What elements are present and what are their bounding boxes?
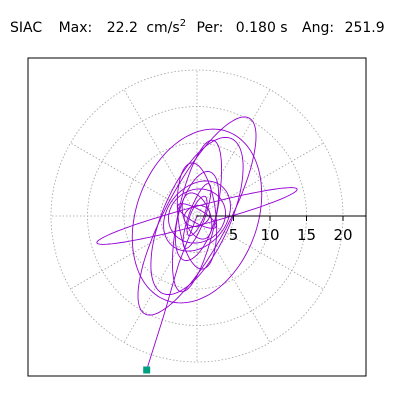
trace-loop [174, 171, 220, 261]
radial-tick-label: 10 [260, 226, 279, 244]
max-value: 22.2 [107, 20, 138, 36]
max-unit-exponent: 2 [180, 18, 186, 29]
radial-tick-label: 5 [229, 226, 239, 244]
trace-loop [171, 139, 223, 293]
period-value: 0.180 s [236, 20, 288, 36]
station-code: SIAC [10, 20, 42, 36]
trace-loop [137, 116, 257, 316]
radial-tick-label: 15 [297, 226, 316, 244]
trace-loop [177, 203, 217, 229]
max-unit: cm/s [146, 20, 179, 36]
max-label: Max: [59, 20, 93, 36]
period-label: Per: [197, 20, 224, 36]
particle-trace [96, 116, 298, 371]
trace-tail [146, 215, 198, 371]
trace-loop [150, 137, 244, 295]
trace-loop [183, 204, 211, 228]
chart-header: SIAC Max: 22.2 cm/s2 Per: 0.180 s Ang: 2… [10, 14, 385, 36]
radial-tick-label: 20 [333, 226, 352, 244]
trace-loop [168, 188, 226, 244]
angle-label: Ang: [302, 20, 334, 36]
peak-markers [143, 366, 151, 374]
trace-loop [181, 192, 213, 240]
trace-loop [96, 187, 298, 245]
trace-loop [131, 128, 263, 304]
angle-value: 251.9 [345, 20, 385, 36]
plot-frame [27, 57, 367, 377]
peak-marker [143, 366, 151, 374]
radial-axis: 5 10 15 20 [197, 215, 366, 244]
